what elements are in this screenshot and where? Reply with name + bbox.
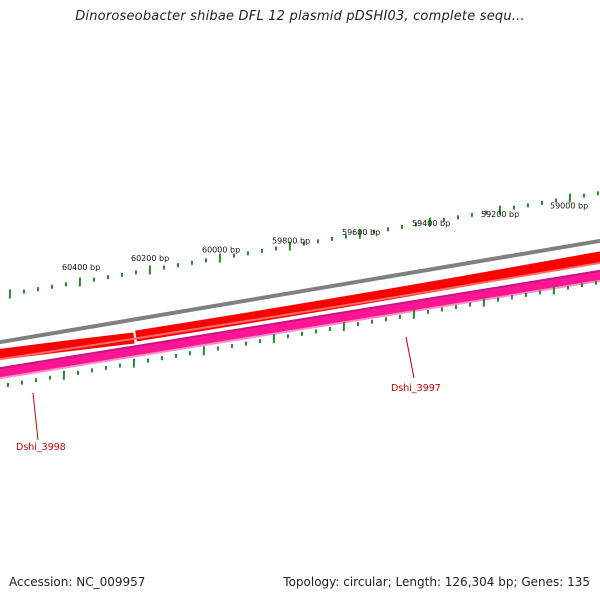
reverse-gene-highlight	[0, 279, 600, 380]
scale-tick-label: 60400 bp	[62, 263, 100, 272]
gene-label-text[interactable]: Dshi_3997	[391, 383, 441, 394]
reverse-gene-strand[interactable]	[0, 270, 600, 379]
gene-label-text[interactable]: Dshi_3998	[16, 442, 66, 453]
forward-gene-segment-left[interactable]	[0, 332, 135, 360]
scale-tick-label: 59000 bp	[550, 201, 588, 210]
map-title: Dinoroseobacter shibae DFL 12 plasmid pD…	[75, 9, 525, 24]
outer-scale-ring	[8, 191, 599, 299]
gene-leader-line	[405, 336, 415, 379]
backbone-line	[0, 238, 600, 345]
inner-scale-ring	[6, 280, 597, 388]
scale-tick-label: 59600 bp	[342, 228, 380, 237]
scale-tick-label: 59800 bp	[272, 237, 310, 246]
gene-label-dshi-3997[interactable]: Dshi_3997	[391, 336, 441, 394]
scale-tick-label: 59400 bp	[412, 219, 450, 228]
scale-tick-label: 60200 bp	[131, 254, 169, 263]
forward-gene-segment-right[interactable]	[135, 251, 600, 342]
gene-label-dshi-3998[interactable]: Dshi_3998	[16, 392, 66, 453]
reverse-gene-shadow	[0, 269, 600, 370]
scale-tick-label: 60000 bp	[202, 245, 240, 254]
topology-summary: Topology: circular; Length: 126,304 bp; …	[283, 575, 590, 589]
scale-labels: 60400 bp 60200 bp 60000 bp 59800 bp 59600 bp…	[62, 201, 588, 272]
forward-gene-highlight	[0, 261, 600, 361]
scale-tick-label: 59200 bp	[481, 210, 519, 219]
accession-label: Accession: NC_009957	[9, 575, 146, 589]
gene-leader-line	[32, 392, 39, 441]
